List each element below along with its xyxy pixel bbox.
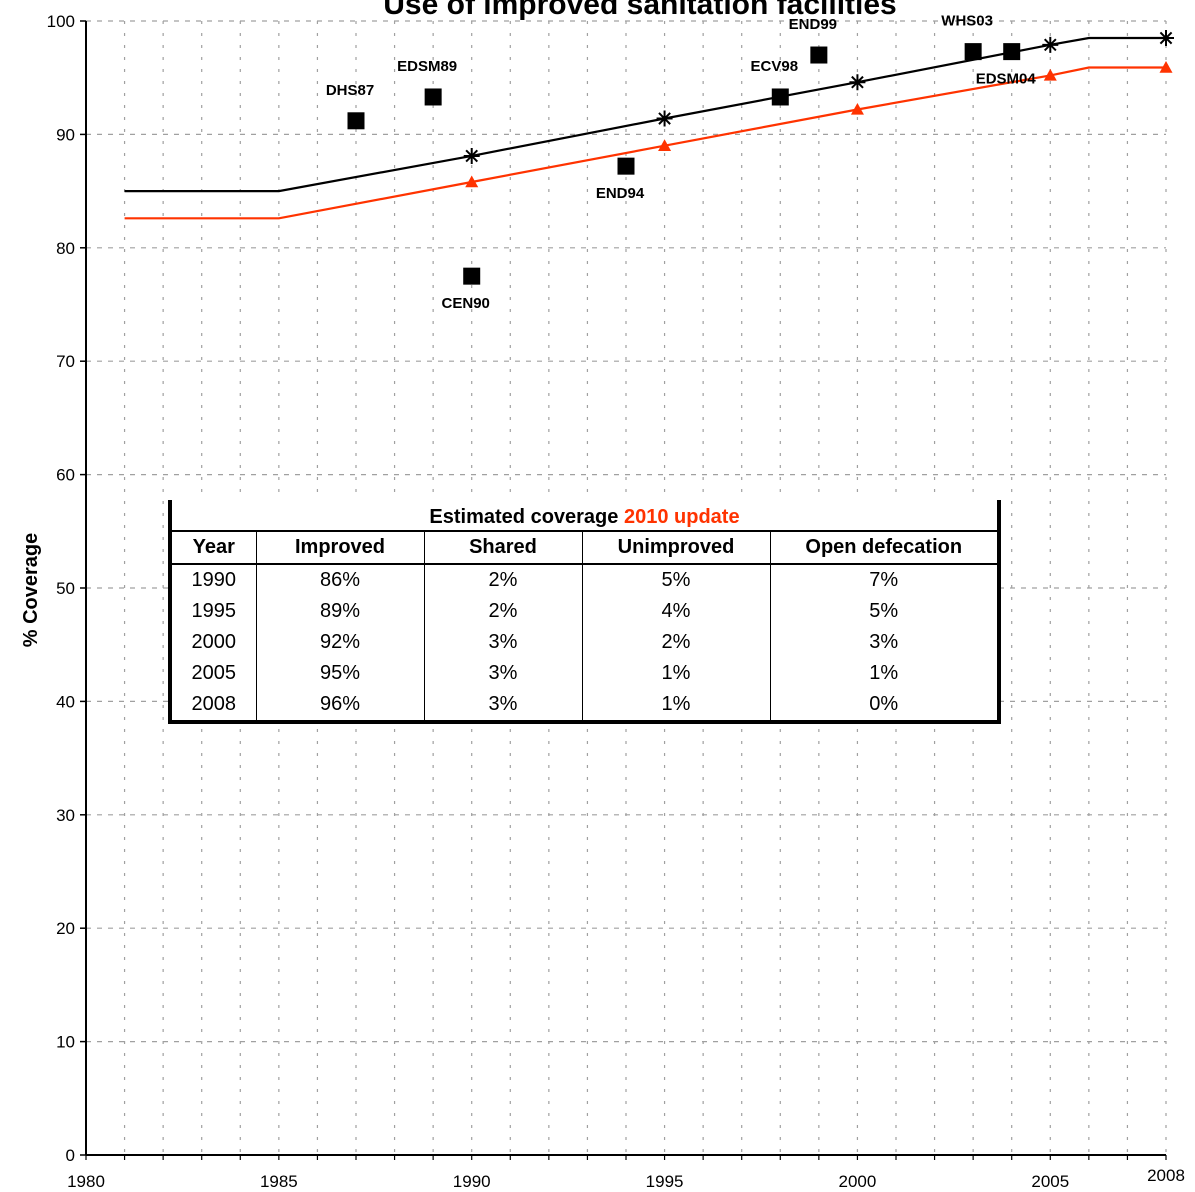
table-cell: 5% <box>581 564 770 596</box>
survey-point-marker <box>617 157 635 175</box>
y-tick-label: 60 <box>56 466 75 485</box>
table-cell: 5% <box>769 596 997 627</box>
survey-point-label: EDSM04 <box>976 71 1037 88</box>
survey-point-label: END94 <box>596 185 645 202</box>
y-tick-label: 0 <box>66 1146 75 1165</box>
table-row: 2008 96% 3% 1% 0% <box>172 689 997 720</box>
survey-point-label: ECV98 <box>751 58 799 75</box>
series-marker-triangle <box>1043 68 1057 81</box>
table-title: Estimated coverage 2010 update <box>172 500 997 532</box>
series-marker-triangle <box>850 102 864 115</box>
table-cell: 3% <box>769 627 997 658</box>
table-column-header: Year <box>172 532 256 565</box>
table-cell: 3% <box>423 658 582 689</box>
table-cell: 1990 <box>191 569 237 591</box>
table-cell: 1% <box>581 658 770 689</box>
table-cell: 92% <box>255 627 424 658</box>
survey-point-label: EDSM89 <box>397 58 457 75</box>
series-marker-asterisk <box>463 147 480 164</box>
table-cell: 3% <box>423 627 582 658</box>
table-column-header: Shared <box>423 532 582 565</box>
series-marker-triangle <box>465 175 479 188</box>
survey-point-label: CEN90 <box>442 295 490 312</box>
series-marker-asterisk <box>1042 36 1059 53</box>
table-body: 1990 86% 2% 5% 7% 1995 89% 2% 4% 5% 2000 92% 3% 2% 3% 2… <box>172 564 997 720</box>
y-tick-label: 80 <box>56 239 75 258</box>
y-tick-label: 100 <box>47 12 75 31</box>
series-marker-asterisk <box>1158 30 1174 47</box>
x-tick-label: 1995 <box>646 1172 684 1191</box>
table-column-header: Open defecation <box>769 532 997 565</box>
table-cell: 86% <box>255 564 424 596</box>
series-line-2 <box>124 66 1166 220</box>
series-marker-triangle <box>1159 60 1173 73</box>
x-tick-label: 2008 <box>1147 1166 1185 1185</box>
survey-points: DHS87 EDSM89 CEN90 END94 ECV98 END99 WHS03 EDSM… <box>326 13 1037 313</box>
survey-point-marker <box>771 88 789 106</box>
y-tick-label: 90 <box>56 125 75 144</box>
table-cell: 2005 <box>191 662 237 684</box>
table-cell: 1% <box>769 658 997 689</box>
x-tick-label: 2005 <box>1031 1172 1069 1191</box>
y-tick-label: 20 <box>56 919 75 938</box>
survey-point-marker <box>810 46 828 64</box>
x-tick-label: 1980 <box>67 1172 105 1191</box>
y-tick-label: 40 <box>56 692 75 711</box>
survey-point-marker <box>347 112 365 130</box>
table-cell: 2000 <box>191 631 237 653</box>
x-tick-label: 1985 <box>260 1172 298 1191</box>
coverage-grid: Year Improved Shared Unimproved Open defecat… <box>172 532 997 720</box>
table-cell: 96% <box>255 689 424 720</box>
survey-point-label: DHS87 <box>326 82 374 99</box>
table-cell: 2008 <box>191 693 237 715</box>
y-axis-label: % Coverage <box>20 533 42 648</box>
table-cell: 3% <box>423 689 582 720</box>
coverage-table: Estimated coverage 2010 update Year Impro… <box>168 500 1001 724</box>
series-marker-triangle <box>658 139 672 151</box>
table-column-header: Improved <box>255 532 424 565</box>
table-cell: 2% <box>581 627 770 658</box>
chart-title: Use of improved sanitation facilities <box>383 0 896 21</box>
y-tick-label: 50 <box>56 579 75 598</box>
y-tick-label: 10 <box>56 1033 75 1052</box>
survey-point-marker <box>463 267 481 285</box>
series-layer <box>124 30 1174 220</box>
table-title-highlight: 2010 update <box>623 506 740 528</box>
table-cell: 4% <box>581 596 770 627</box>
table-cell: 7% <box>769 564 997 596</box>
table-cell: 2% <box>423 564 582 596</box>
survey-point-label: WHS03 <box>941 13 993 30</box>
table-cell: 1995 <box>191 600 237 622</box>
axes: 0 10 20 30 40 50 60 70 80 90 100 1980 1985 1990 1995 20… <box>47 12 1185 1191</box>
table-row: 2005 95% 3% 1% 1% <box>172 658 997 689</box>
table-cell: 89% <box>255 596 424 627</box>
survey-point-marker <box>424 88 442 106</box>
table-row: 1995 89% 2% 4% 5% <box>172 596 997 627</box>
series-line-1 <box>124 36 1166 193</box>
table-row: 1990 86% 2% 5% 7% <box>172 564 997 596</box>
survey-point-marker <box>964 43 982 61</box>
table-header-row: Year Improved Shared Unimproved Open defecat… <box>172 532 997 565</box>
survey-point-label: END99 <box>789 16 837 33</box>
table-column-header: Unimproved <box>581 532 770 565</box>
x-tick-label: 2000 <box>839 1172 877 1191</box>
table-title-text: Estimated coverage <box>429 506 619 528</box>
series-marker-asterisk <box>849 74 866 91</box>
survey-point-marker <box>1003 43 1021 61</box>
table-cell: 95% <box>255 658 424 689</box>
y-tick-label: 70 <box>56 352 75 371</box>
table-cell: 0% <box>769 689 997 720</box>
series-marker-asterisk <box>656 110 673 127</box>
table-row: 2000 92% 3% 2% 3% <box>172 627 997 658</box>
x-tick-label: 1990 <box>453 1172 491 1191</box>
table-cell: 2% <box>423 596 582 627</box>
y-tick-label: 30 <box>56 806 75 825</box>
table-cell: 1% <box>581 689 770 720</box>
